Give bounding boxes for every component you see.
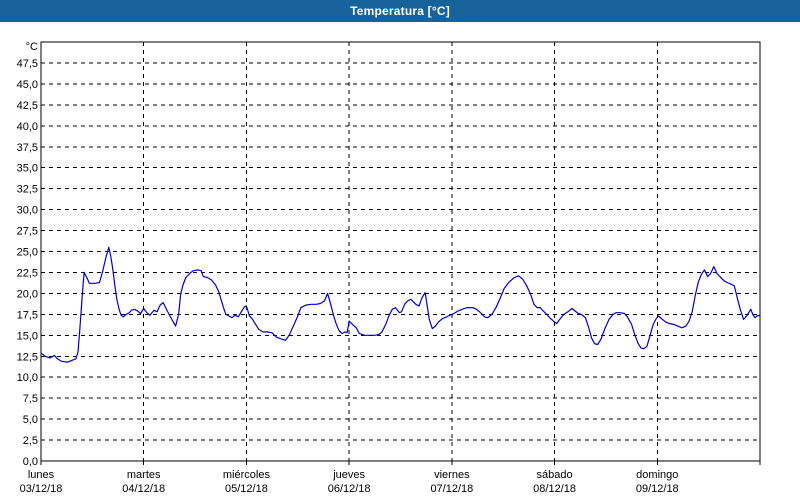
- day-name-label: jueves: [332, 469, 365, 481]
- y-tick-label: 32,5: [17, 184, 38, 196]
- temperature-line: [40, 246, 761, 363]
- y-tick-label: 45,0: [17, 79, 38, 91]
- chart-title: Temperatura [°C]: [350, 4, 450, 18]
- y-tick-label: 42,5: [17, 100, 38, 112]
- y-tick-label: 5,0: [23, 414, 38, 426]
- x-tick-labels: lunes 03/12/18 martes 04/12/18 miércoles 05/1…: [20, 469, 679, 495]
- day-name-label: lunes: [28, 469, 55, 481]
- y-tick-label: 22,5: [17, 267, 38, 279]
- y-tick-label: 15,0: [17, 330, 38, 342]
- day-name-label: viernes: [434, 469, 470, 481]
- y-axis-unit-label: °C: [26, 41, 38, 53]
- y-tick-labels: 0,0 2,5 5,0 7,5 10,0 12,5 15,0 17,5 20,0 22,5 25,0…: [17, 58, 38, 468]
- day-name-label: martes: [127, 469, 161, 481]
- y-tick-label: 30,0: [17, 205, 38, 217]
- day-name-label: domingo: [636, 469, 678, 481]
- day-date-label: 05/12/18: [225, 483, 268, 495]
- y-tick-label: 37,5: [17, 142, 38, 154]
- y-tick-label: 20,0: [17, 288, 38, 300]
- y-tick-label: 35,0: [17, 163, 38, 175]
- temperature-chart: °C 0,0 2,5 5,0 7,5 10,0 12,5 15,0 17,5 20,0 22,5 25…: [17, 41, 761, 495]
- y-gridlines: [41, 62, 760, 441]
- x-gridlines: [143, 42, 658, 461]
- y-tick-label: 2,5: [23, 435, 38, 447]
- chart-area: °C 0,0 2,5 5,0 7,5 10,0 12,5 15,0 17,5 20,0 22,5 25…: [0, 22, 800, 500]
- day-date-label: 04/12/18: [122, 483, 165, 495]
- y-tick-label: 7,5: [23, 393, 38, 405]
- y-tick-label: 40,0: [17, 121, 38, 133]
- x-ticks: [40, 461, 761, 465]
- y-tick-label: 0,0: [23, 456, 38, 468]
- day-date-label: 08/12/18: [533, 483, 576, 495]
- y-tick-label: 10,0: [17, 372, 38, 384]
- y-tick-label: 17,5: [17, 309, 38, 321]
- y-tick-label: 27,5: [17, 226, 38, 238]
- day-date-label: 06/12/18: [328, 483, 371, 495]
- day-name-label: miércoles: [223, 469, 271, 481]
- y-tick-label: 25,0: [17, 247, 38, 259]
- y-tick-label: 47,5: [17, 58, 38, 70]
- plot-border: [40, 41, 761, 462]
- y-tick-label: 12,5: [17, 351, 38, 363]
- day-date-label: 07/12/18: [430, 483, 473, 495]
- day-date-label: 03/12/18: [20, 483, 63, 495]
- day-date-label: 09/12/18: [636, 483, 679, 495]
- window-title-bar: Temperatura [°C]: [0, 0, 800, 22]
- day-name-label: sábado: [537, 469, 573, 481]
